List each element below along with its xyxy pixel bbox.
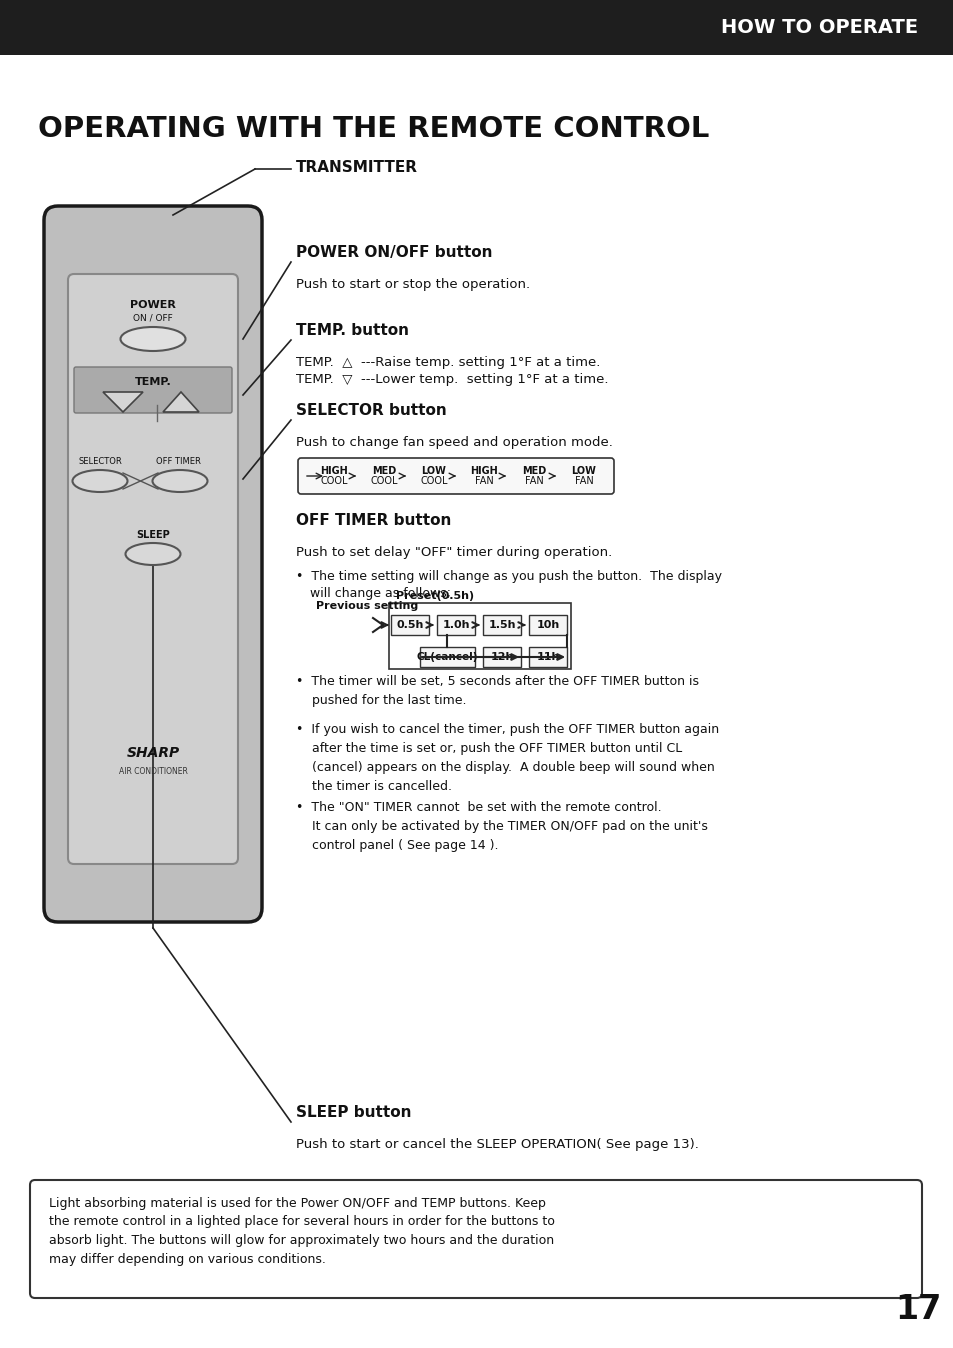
FancyBboxPatch shape	[391, 615, 429, 635]
Ellipse shape	[72, 470, 128, 492]
Text: COOL: COOL	[420, 476, 447, 487]
Text: FAN: FAN	[475, 476, 493, 487]
Ellipse shape	[126, 543, 180, 565]
Text: OPERATING WITH THE REMOTE CONTROL: OPERATING WITH THE REMOTE CONTROL	[38, 115, 709, 143]
Text: Push to set delay "OFF" timer during operation.: Push to set delay "OFF" timer during ope…	[295, 546, 612, 559]
Polygon shape	[163, 392, 199, 412]
Text: SELECTOR button: SELECTOR button	[295, 403, 446, 418]
FancyBboxPatch shape	[30, 1180, 921, 1298]
Text: Push to start or cancel the SLEEP OPERATION( See page 13).: Push to start or cancel the SLEEP OPERAT…	[295, 1138, 699, 1151]
Text: TEMP.  △  ---Raise temp. setting 1°F at a time.: TEMP. △ ---Raise temp. setting 1°F at a …	[295, 356, 599, 369]
Text: •  The "ON" TIMER cannot  be set with the remote control.
    It can only be act: • The "ON" TIMER cannot be set with the …	[295, 801, 707, 852]
Text: 1.0h: 1.0h	[442, 620, 469, 630]
FancyBboxPatch shape	[74, 367, 232, 412]
Text: Push to change fan speed and operation mode.: Push to change fan speed and operation m…	[295, 435, 612, 449]
Text: HOW TO OPERATE: HOW TO OPERATE	[720, 18, 918, 36]
Text: POWER ON/OFF button: POWER ON/OFF button	[295, 245, 492, 260]
Ellipse shape	[152, 470, 208, 492]
Text: POWER: POWER	[130, 301, 175, 310]
Text: LOW: LOW	[571, 466, 596, 476]
Text: 1.5h: 1.5h	[488, 620, 516, 630]
Polygon shape	[103, 392, 143, 412]
Text: •  If you wish to cancel the timer, push the OFF TIMER button again
    after th: • If you wish to cancel the timer, push …	[295, 723, 719, 793]
Text: OFF TIMER: OFF TIMER	[155, 457, 200, 465]
FancyBboxPatch shape	[436, 615, 475, 635]
Text: 0.5h: 0.5h	[395, 620, 423, 630]
Text: TEMP. button: TEMP. button	[295, 324, 409, 338]
Text: AIR CONDITIONER: AIR CONDITIONER	[118, 767, 187, 775]
FancyBboxPatch shape	[419, 647, 475, 667]
Text: •  The time setting will change as you push the button.  The display: • The time setting will change as you pu…	[295, 570, 721, 582]
FancyBboxPatch shape	[529, 647, 566, 667]
Text: LOW: LOW	[421, 466, 446, 476]
Text: SLEEP button: SLEEP button	[295, 1105, 411, 1120]
Text: 10h: 10h	[536, 620, 559, 630]
Text: •  The timer will be set, 5 seconds after the OFF TIMER button is
    pushed for: • The timer will be set, 5 seconds after…	[295, 675, 699, 706]
Text: FAN: FAN	[574, 476, 593, 487]
FancyBboxPatch shape	[68, 274, 237, 864]
Text: Previous setting: Previous setting	[315, 601, 417, 611]
Text: OFF TIMER button: OFF TIMER button	[295, 514, 451, 528]
Ellipse shape	[120, 328, 185, 350]
Text: COOL: COOL	[370, 476, 397, 487]
Text: ON / OFF: ON / OFF	[133, 314, 172, 322]
Text: 17: 17	[894, 1293, 941, 1326]
Text: HIGH: HIGH	[320, 466, 348, 476]
Text: 11h: 11h	[536, 652, 559, 662]
Text: Light absorbing material is used for the Power ON/OFF and TEMP buttons. Keep
the: Light absorbing material is used for the…	[49, 1197, 555, 1266]
FancyBboxPatch shape	[0, 0, 953, 55]
Text: CL(cancel): CL(cancel)	[416, 652, 477, 662]
Text: SLEEP: SLEEP	[136, 530, 170, 541]
Text: SELECTOR: SELECTOR	[78, 457, 122, 465]
Text: TEMP.  ▽  ---Lower temp.  setting 1°F at a time.: TEMP. ▽ ---Lower temp. setting 1°F at a …	[295, 373, 608, 386]
Text: FAN: FAN	[524, 476, 543, 487]
Text: MED: MED	[372, 466, 395, 476]
FancyBboxPatch shape	[44, 206, 262, 922]
Text: will change as follows;: will change as follows;	[310, 586, 451, 600]
FancyBboxPatch shape	[529, 615, 566, 635]
Text: HIGH: HIGH	[470, 466, 497, 476]
Text: 12h: 12h	[490, 652, 513, 662]
FancyBboxPatch shape	[297, 458, 614, 493]
FancyBboxPatch shape	[482, 615, 520, 635]
Text: SHARP: SHARP	[127, 745, 179, 760]
Text: TRANSMITTER: TRANSMITTER	[295, 160, 417, 175]
Text: Push to start or stop the operation.: Push to start or stop the operation.	[295, 278, 530, 291]
Text: Preset(0.5h): Preset(0.5h)	[395, 590, 474, 601]
Text: COOL: COOL	[320, 476, 348, 487]
Text: MED: MED	[521, 466, 545, 476]
Text: TEMP.: TEMP.	[134, 377, 172, 387]
FancyBboxPatch shape	[482, 647, 520, 667]
